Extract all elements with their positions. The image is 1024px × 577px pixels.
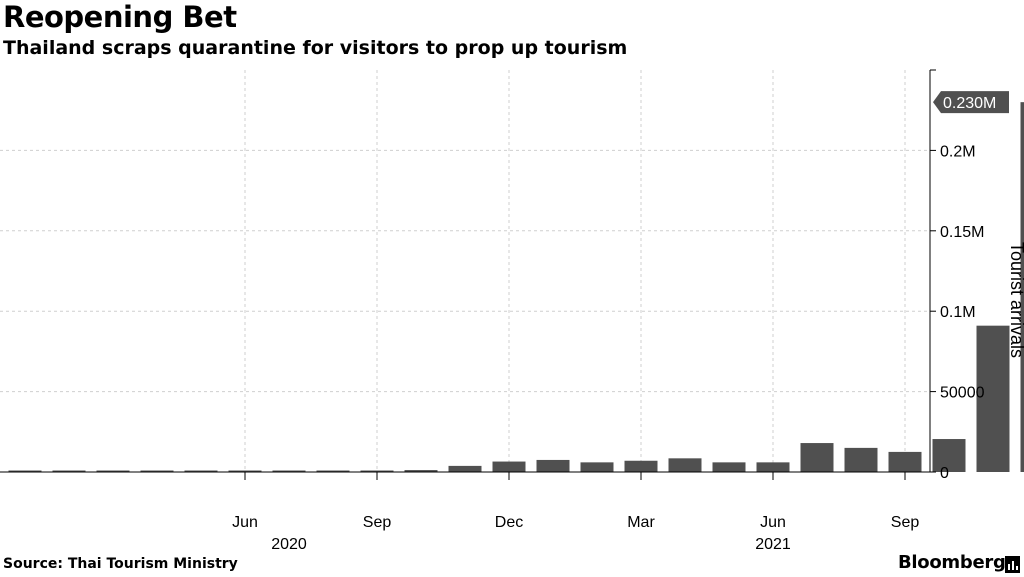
bar bbox=[756, 462, 790, 472]
brand-name: Bloomberg bbox=[898, 552, 1006, 573]
bar bbox=[536, 459, 570, 472]
y-tick-label: 0.2M bbox=[940, 143, 976, 160]
value-callout-label: 0.230M bbox=[943, 95, 996, 112]
value-callout bbox=[933, 91, 1009, 114]
bar bbox=[404, 470, 438, 472]
x-tick-label: Jun bbox=[232, 514, 258, 531]
bar bbox=[492, 461, 526, 472]
x-tick-label: Dec bbox=[1023, 514, 1024, 531]
year-label: 2020 bbox=[271, 536, 307, 553]
chart-subtitle: Thailand scraps quarantine for visitors … bbox=[3, 37, 628, 59]
bar bbox=[800, 443, 834, 472]
x-tick-label: Sep bbox=[363, 514, 392, 531]
x-tick-label: Dec bbox=[495, 514, 523, 531]
year-label: 2021 bbox=[755, 536, 791, 553]
x-tick-label: Jun bbox=[760, 514, 786, 531]
bar bbox=[1020, 102, 1024, 472]
y-axis-title: Tourist arrivals bbox=[1007, 242, 1024, 358]
bar bbox=[888, 451, 922, 472]
bar bbox=[976, 325, 1010, 472]
y-tick-label: 50000 bbox=[940, 385, 985, 402]
bar bbox=[624, 460, 658, 472]
x-tick-label: Mar bbox=[627, 514, 655, 531]
bar bbox=[668, 458, 702, 472]
bar bbox=[844, 447, 878, 472]
bar bbox=[448, 465, 482, 472]
bar bbox=[932, 439, 966, 472]
y-tick-label: 0.1M bbox=[940, 304, 976, 321]
bar bbox=[712, 462, 746, 472]
y-tick-label: 0.15M bbox=[940, 224, 984, 241]
bloomberg-terminal-icon bbox=[1005, 556, 1020, 573]
x-tick-label: Sep bbox=[891, 514, 920, 531]
bar bbox=[580, 462, 614, 472]
source-note: Source: Thai Tourism Ministry bbox=[3, 556, 238, 572]
chart-title: Reopening Bet bbox=[3, 0, 237, 34]
y-tick-label: 0 bbox=[940, 465, 949, 482]
